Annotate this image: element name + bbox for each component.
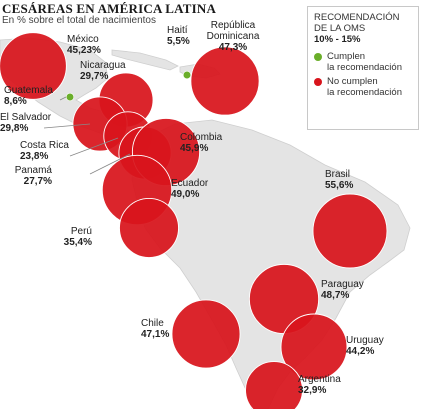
legend-label-fails: No cumplen la recomendación bbox=[327, 76, 402, 98]
bubble-republica-dominicana bbox=[190, 46, 260, 116]
legend-heading-line2: DE LA OMS bbox=[314, 23, 366, 34]
country-name-republica-dominicana-1: República bbox=[211, 20, 256, 31]
legend-item-fails: No cumplen la recomendación bbox=[314, 76, 414, 98]
country-value-argentina: 32,9% bbox=[298, 385, 326, 396]
bubble-mexico bbox=[0, 32, 67, 100]
legend-heading-line1: RECOMENDACIÓN bbox=[314, 12, 400, 23]
country-name-haiti: Haití bbox=[167, 25, 188, 36]
country-name-el-salvador: El Salvador bbox=[0, 112, 52, 123]
country-name-chile: Chile bbox=[141, 318, 164, 329]
country-name-paraguay: Paraguay bbox=[321, 279, 364, 290]
legend-label-meets-line1: Cumplen bbox=[327, 51, 366, 62]
country-value-nicaragua: 29,7% bbox=[80, 71, 108, 82]
country-value-uruguay: 44,2% bbox=[346, 346, 374, 357]
leader-line-guatemala bbox=[59, 96, 67, 101]
country-value-costa-rica: 23,8% bbox=[20, 151, 48, 162]
bubble-peru bbox=[119, 198, 179, 258]
land-cuba bbox=[111, 49, 179, 71]
chart-subtitle: En % sobre el total de nacimientos bbox=[2, 15, 156, 26]
leader-line-costa-rica bbox=[69, 137, 119, 157]
markers-layer bbox=[0, 32, 388, 409]
country-value-haiti: 5,5% bbox=[167, 36, 190, 47]
leader-lines bbox=[43, 96, 131, 175]
legend-label-meets: Cumplen la recomendación bbox=[327, 51, 402, 73]
country-name-nicaragua: Nicaragua bbox=[80, 60, 126, 71]
leader-line-panama bbox=[89, 153, 131, 175]
legend-range: 10% - 15% bbox=[314, 34, 361, 45]
legend-label-fails-line1: No cumplen bbox=[327, 76, 378, 87]
country-name-costa-rica: Costa Rica bbox=[20, 140, 69, 151]
country-name-guatemala: Guatemala bbox=[4, 85, 53, 96]
country-value-paraguay: 48,7% bbox=[321, 290, 349, 301]
legend-swatch-meets bbox=[314, 53, 322, 61]
legend-swatch-fails bbox=[314, 78, 322, 86]
legend-label-meets-line2: la recomendación bbox=[327, 62, 402, 73]
bubble-uruguay bbox=[280, 313, 348, 381]
country-name-republica-dominicana-2: Dominicana bbox=[207, 31, 260, 42]
country-name-panama: Panamá bbox=[15, 165, 53, 176]
country-value-colombia: 45,9% bbox=[180, 143, 208, 154]
bubble-chile bbox=[171, 299, 241, 369]
country-value-guatemala: 8,6% bbox=[4, 96, 27, 107]
country-value-peru: 35,4% bbox=[64, 237, 92, 248]
country-name-argentina: Argentina bbox=[298, 374, 341, 385]
bubble-brasil bbox=[312, 193, 388, 269]
country-value-brasil: 55,6% bbox=[325, 180, 353, 191]
chart-title: CESÁREAS EN AMÉRICA LATINA bbox=[2, 1, 217, 16]
country-value-chile: 47,1% bbox=[141, 329, 169, 340]
country-value-republica-dominicana: 47,3% bbox=[219, 42, 247, 53]
country-name-colombia: Colombia bbox=[180, 132, 223, 143]
bubble-guatemala bbox=[65, 92, 75, 102]
legend-label-fails-line2: la recomendación bbox=[327, 87, 402, 98]
country-value-el-salvador: 29,8% bbox=[0, 123, 28, 134]
country-name-ecuador: Ecuador bbox=[171, 178, 209, 189]
legend: RECOMENDACIÓN DE LA OMS 10% - 15% Cumple… bbox=[307, 6, 419, 130]
country-name-mexico: México bbox=[67, 34, 99, 45]
country-name-uruguay: Uruguay bbox=[346, 335, 384, 346]
bubble-argentina bbox=[245, 361, 303, 409]
country-value-mexico: 45,23% bbox=[67, 45, 101, 56]
leader-line-el-salvador bbox=[43, 123, 91, 129]
bubble-haiti bbox=[182, 70, 192, 80]
legend-item-meets: Cumplen la recomendación bbox=[314, 51, 414, 73]
country-value-panama: 27,7% bbox=[24, 176, 52, 187]
country-value-ecuador: 49,0% bbox=[171, 189, 199, 200]
country-name-brasil: Brasil bbox=[325, 169, 350, 180]
country-name-peru: Perú bbox=[71, 226, 92, 237]
